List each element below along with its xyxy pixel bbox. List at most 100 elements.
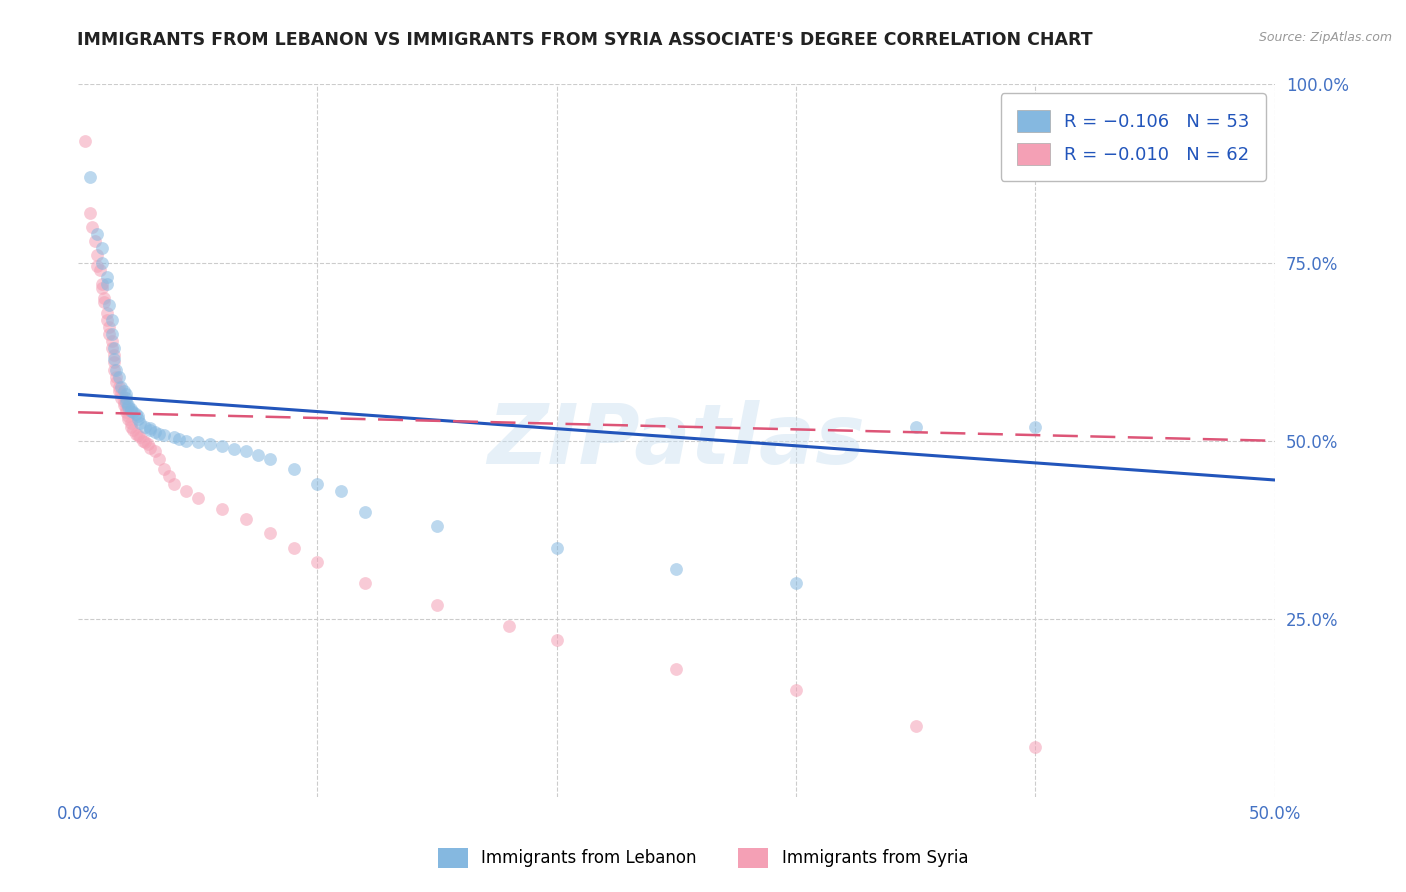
Point [115, 387, 138, 401]
Point [426, 598, 449, 612]
Point [93, 294, 115, 309]
Point [211, 440, 233, 454]
Point [103, 351, 125, 366]
Point [235, 444, 257, 458]
Point [100, 341, 122, 355]
Point [110, 391, 132, 405]
Point [498, 619, 520, 633]
Point [120, 401, 142, 416]
Point [98, 298, 121, 312]
Point [785, 683, 807, 698]
Point [103, 348, 125, 362]
Point [143, 425, 166, 440]
Point [122, 423, 145, 437]
Point [129, 416, 152, 430]
Point [115, 405, 138, 419]
Point [120, 419, 142, 434]
Point [115, 401, 138, 416]
Point [127, 412, 149, 426]
Point [98, 326, 121, 341]
Point [546, 541, 568, 555]
Point [153, 462, 176, 476]
Point [136, 437, 159, 451]
Point [785, 576, 807, 591]
Point [115, 394, 138, 409]
Point [163, 430, 186, 444]
Point [187, 435, 209, 450]
Point [211, 501, 233, 516]
Point [1024, 419, 1046, 434]
Point [546, 633, 568, 648]
Point [107, 369, 129, 384]
Point [665, 662, 688, 676]
Point [100, 334, 122, 348]
Point [86, 227, 108, 241]
Point [120, 404, 142, 418]
Point [259, 526, 281, 541]
Point [82, 219, 104, 234]
Point [117, 400, 139, 414]
Point [89, 262, 111, 277]
Point [665, 562, 688, 576]
Point [93, 291, 115, 305]
Point [105, 362, 128, 376]
Point [132, 434, 155, 448]
Point [91, 241, 114, 255]
Point [354, 576, 377, 591]
Point [112, 394, 135, 409]
Point [1024, 740, 1046, 755]
Text: IMMIGRANTS FROM LEBANON VS IMMIGRANTS FROM SYRIA ASSOCIATE'S DEGREE CORRELATION : IMMIGRANTS FROM LEBANON VS IMMIGRANTS FR… [77, 31, 1092, 49]
Point [167, 433, 190, 447]
Point [117, 409, 139, 423]
Point [103, 362, 125, 376]
Point [105, 376, 128, 390]
Point [100, 312, 122, 326]
Point [75, 135, 97, 149]
Point [91, 280, 114, 294]
Point [115, 391, 138, 405]
Point [174, 483, 197, 498]
Point [139, 423, 162, 437]
Point [174, 434, 197, 448]
Point [96, 312, 118, 326]
Point [283, 462, 305, 476]
Point [86, 248, 108, 262]
Point [98, 319, 121, 334]
Point [105, 369, 128, 384]
Point [100, 326, 122, 341]
Point [110, 380, 132, 394]
Point [198, 437, 221, 451]
Point [148, 426, 170, 441]
Point [143, 444, 166, 458]
Point [83, 234, 105, 248]
Point [79, 205, 101, 219]
Point [222, 442, 245, 457]
Point [96, 269, 118, 284]
Legend: Immigrants from Lebanon, Immigrants from Syria: Immigrants from Lebanon, Immigrants from… [432, 841, 974, 875]
Point [139, 421, 162, 435]
Point [96, 305, 118, 319]
Point [354, 505, 377, 519]
Point [134, 435, 156, 450]
Point [91, 277, 114, 291]
Point [904, 419, 927, 434]
Point [259, 451, 281, 466]
Point [127, 428, 149, 442]
Point [103, 355, 125, 369]
Point [122, 405, 145, 419]
Point [124, 407, 146, 421]
Point [153, 428, 176, 442]
Point [117, 412, 139, 426]
Point [283, 541, 305, 555]
Legend: R = −0.106   N = 53, R = −0.010   N = 62: R = −0.106 N = 53, R = −0.010 N = 62 [1001, 94, 1265, 181]
Point [139, 441, 162, 455]
Point [117, 398, 139, 412]
Text: ZIPatlas: ZIPatlas [488, 401, 865, 482]
Point [904, 719, 927, 733]
Point [134, 419, 156, 434]
Point [163, 476, 186, 491]
Point [107, 384, 129, 398]
Point [148, 451, 170, 466]
Point [235, 512, 257, 526]
Point [246, 448, 269, 462]
